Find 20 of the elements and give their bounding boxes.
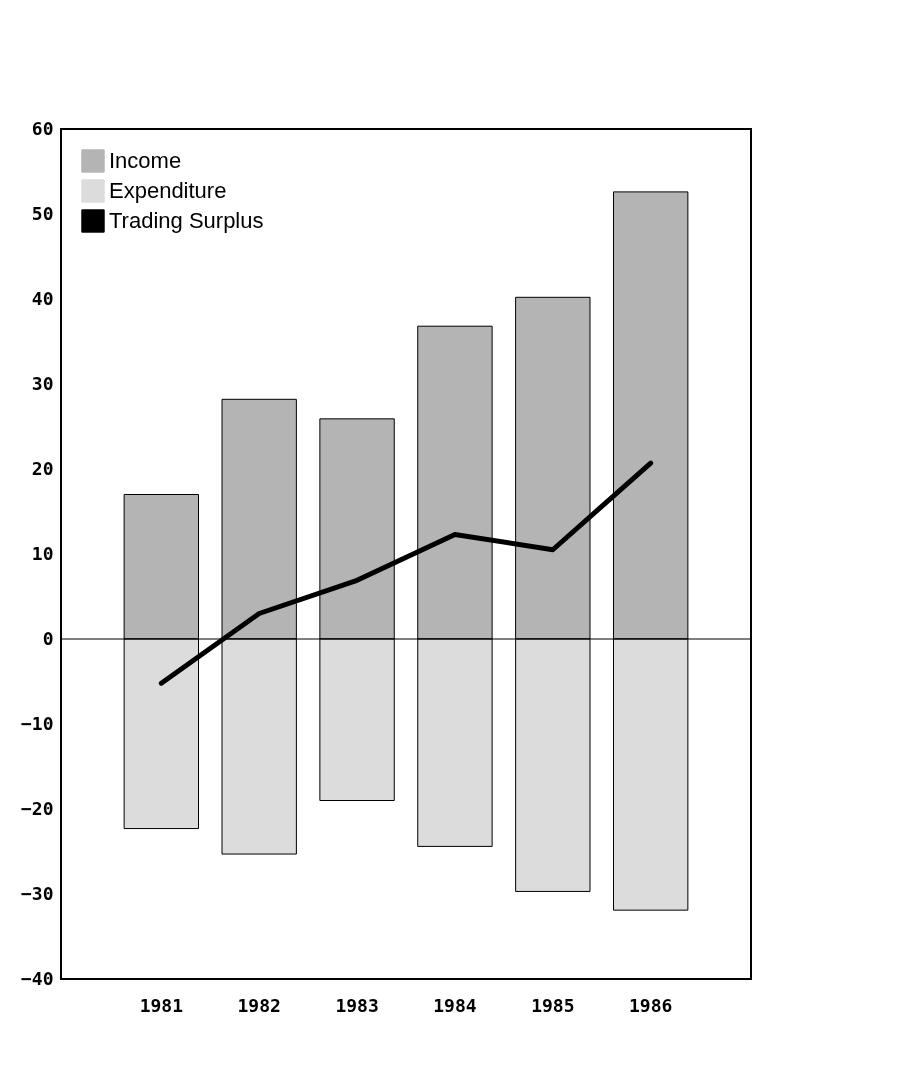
- y-tick-label: 10: [31, 542, 54, 564]
- y-tick-label: 60: [31, 117, 54, 139]
- x-tick-label: 1984: [433, 994, 477, 1016]
- y-tick-label: 20: [31, 457, 54, 479]
- y-tick-label: 30: [31, 372, 54, 394]
- y-tick-label: 50: [31, 202, 54, 224]
- x-tick-label: 1985: [531, 994, 575, 1016]
- y-tick-label: 0: [42, 627, 54, 649]
- x-tick-label: 1981: [139, 994, 183, 1016]
- y-tick-label: −20: [20, 797, 54, 819]
- y-tick-label: 40: [31, 287, 54, 309]
- y-tick-label: −40: [20, 967, 54, 989]
- x-tick-label: 1982: [237, 994, 281, 1016]
- y-tick-label: −30: [20, 882, 54, 904]
- y-tick-label: −10: [20, 712, 54, 734]
- x-tick-label: 1986: [629, 994, 673, 1016]
- legend-label: Income: [109, 148, 182, 173]
- legend-label: Trading Surplus: [109, 208, 264, 233]
- legend-label: Expenditure: [109, 178, 227, 203]
- x-tick-label: 1983: [335, 994, 379, 1016]
